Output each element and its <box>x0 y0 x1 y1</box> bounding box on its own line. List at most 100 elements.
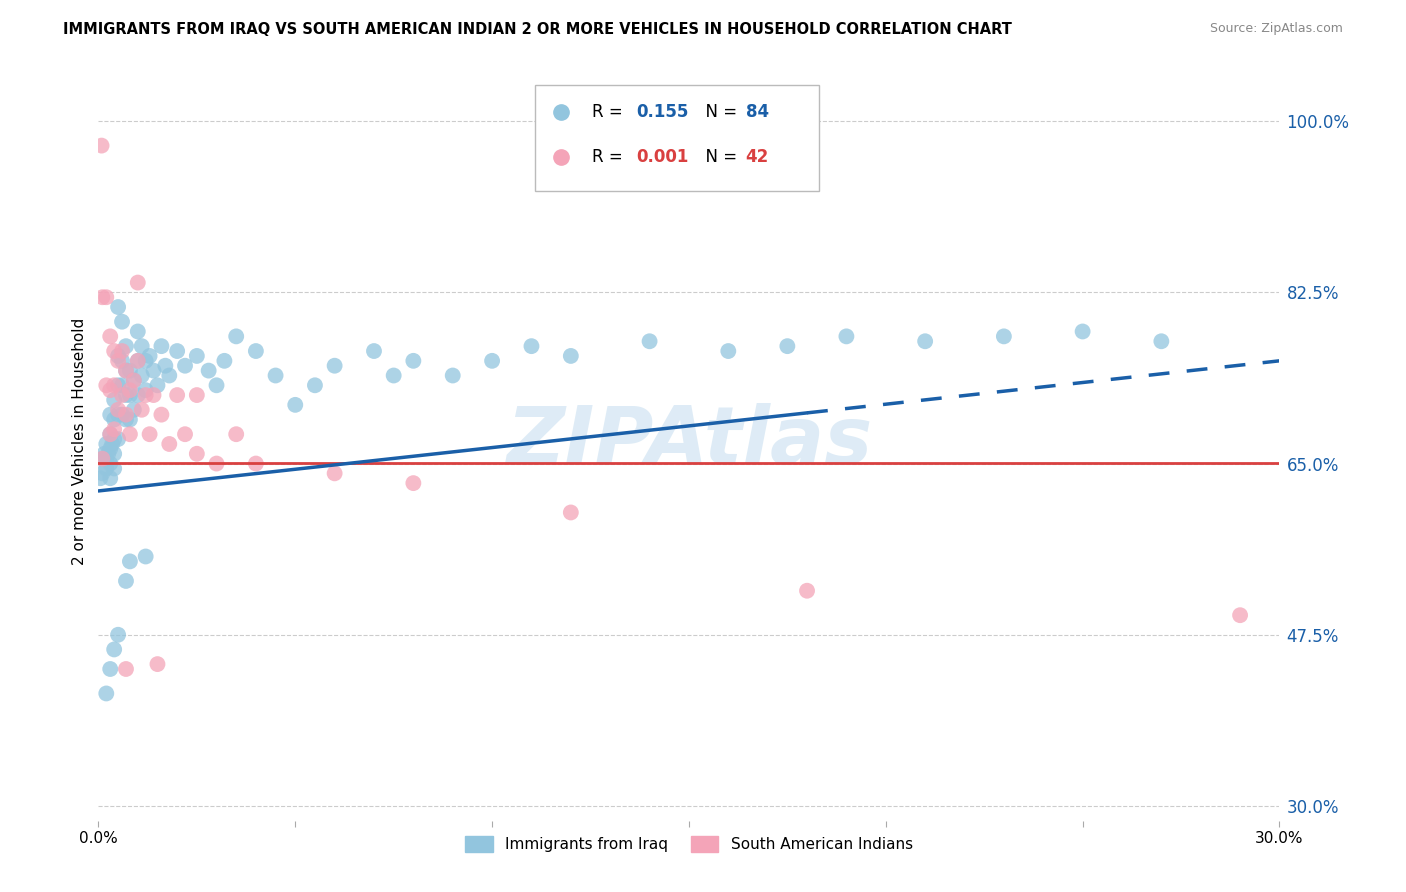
Point <box>481 354 503 368</box>
Point <box>127 325 149 339</box>
Point <box>135 354 157 368</box>
Point <box>284 398 307 412</box>
Point <box>118 363 141 377</box>
Point <box>115 388 138 402</box>
Point <box>115 412 138 426</box>
Point <box>1071 325 1094 339</box>
Point <box>103 422 125 436</box>
Point <box>115 408 138 422</box>
FancyBboxPatch shape <box>536 85 818 191</box>
Point <box>205 457 228 471</box>
Text: ZIPAtlas: ZIPAtlas <box>506 402 872 481</box>
Point <box>91 451 114 466</box>
Point <box>98 408 121 422</box>
Point <box>150 339 173 353</box>
Point <box>186 388 208 402</box>
Point <box>118 554 141 568</box>
Point <box>111 388 134 402</box>
Point <box>107 378 129 392</box>
Point <box>638 334 661 349</box>
Point <box>197 363 219 377</box>
Point <box>520 339 543 353</box>
Point <box>205 378 228 392</box>
Text: R =: R = <box>592 103 628 120</box>
Point <box>91 467 114 481</box>
Point <box>127 276 149 290</box>
Point <box>118 412 141 426</box>
Point <box>127 354 149 368</box>
Point <box>103 344 125 359</box>
Point <box>135 549 157 564</box>
Point <box>103 392 125 407</box>
Point <box>103 447 125 461</box>
Point <box>245 344 267 359</box>
Legend: Immigrants from Iraq, South American Indians: Immigrants from Iraq, South American Ind… <box>460 830 918 858</box>
Point <box>98 427 121 442</box>
Point <box>96 686 118 700</box>
Point <box>1150 334 1173 349</box>
Point <box>363 344 385 359</box>
Point <box>96 378 118 392</box>
Point <box>131 402 153 417</box>
Point <box>111 378 134 392</box>
Point <box>796 583 818 598</box>
Point <box>323 467 346 481</box>
Point <box>323 359 346 373</box>
Point <box>382 368 405 383</box>
Point <box>111 408 134 422</box>
Text: N =: N = <box>695 148 742 166</box>
Point <box>93 447 115 461</box>
Point <box>118 388 141 402</box>
Point <box>402 354 425 368</box>
Point <box>103 461 125 475</box>
Point <box>157 368 180 383</box>
Point <box>107 349 129 363</box>
Point <box>122 402 145 417</box>
Point <box>441 368 464 383</box>
Point <box>90 138 112 153</box>
Point <box>155 359 177 373</box>
Point <box>157 437 180 451</box>
Point <box>107 628 129 642</box>
Point <box>91 290 114 304</box>
Text: 84: 84 <box>745 103 769 120</box>
Point <box>107 402 129 417</box>
Text: IMMIGRANTS FROM IRAQ VS SOUTH AMERICAN INDIAN 2 OR MORE VEHICLES IN HOUSEHOLD CO: IMMIGRANTS FROM IRAQ VS SOUTH AMERICAN I… <box>63 22 1012 37</box>
Point <box>97 447 120 461</box>
Point <box>264 368 287 383</box>
Y-axis label: 2 or more Vehicles in Household: 2 or more Vehicles in Household <box>72 318 87 566</box>
Point <box>89 471 111 485</box>
Text: Source: ZipAtlas.com: Source: ZipAtlas.com <box>1209 22 1343 36</box>
Point <box>107 300 129 314</box>
Text: 0.001: 0.001 <box>636 148 688 166</box>
Point <box>118 427 141 442</box>
Point <box>146 657 169 672</box>
Point <box>122 373 145 387</box>
Text: 0.155: 0.155 <box>636 103 688 120</box>
Point <box>115 363 138 377</box>
Point <box>166 344 188 359</box>
Point <box>135 383 157 397</box>
Point <box>174 359 197 373</box>
Point <box>835 329 858 343</box>
Point <box>98 662 121 676</box>
Point <box>131 368 153 383</box>
Point <box>560 506 582 520</box>
Point <box>304 378 326 392</box>
Point <box>107 408 129 422</box>
Point <box>101 437 124 451</box>
Point <box>225 427 247 442</box>
Point <box>131 339 153 353</box>
Point <box>1229 608 1251 623</box>
Point <box>91 451 114 466</box>
Point <box>98 457 121 471</box>
Point <box>138 427 160 442</box>
Point <box>186 447 208 461</box>
Point <box>142 388 165 402</box>
Point <box>103 412 125 426</box>
Point <box>98 383 121 397</box>
Point <box>98 471 121 485</box>
Point <box>111 344 134 359</box>
Point <box>98 427 121 442</box>
Point <box>245 457 267 471</box>
